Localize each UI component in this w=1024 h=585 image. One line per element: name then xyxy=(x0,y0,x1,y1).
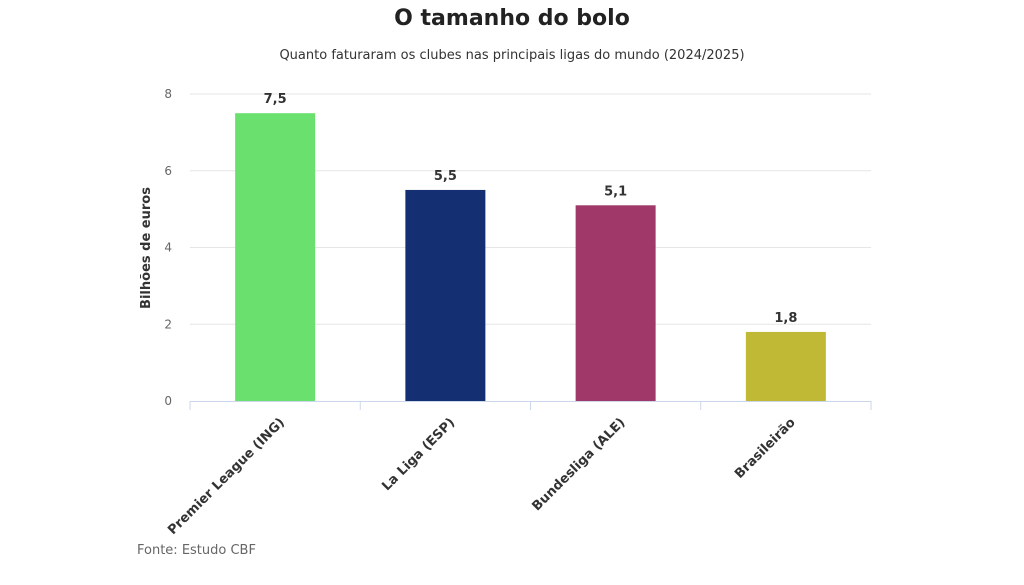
y-axis-ticks: 0 2 4 6 8 xyxy=(164,87,172,408)
bar xyxy=(405,189,486,401)
x-tick-label: Brasileirão xyxy=(732,415,799,482)
value-labels: 7,5 5,5 5,1 1,8 xyxy=(264,92,798,326)
source-note: Fonte: Estudo CBF xyxy=(137,543,256,558)
value-label: 7,5 xyxy=(264,92,287,107)
y-tick-label: 6 xyxy=(164,164,172,178)
value-label: 1,8 xyxy=(774,311,797,326)
x-tick-label: La Liga (ESP) xyxy=(379,415,458,494)
y-tick-label: 8 xyxy=(164,87,172,101)
bar xyxy=(745,331,826,401)
value-label: 5,1 xyxy=(604,184,627,199)
x-tick-label: Premier League (ING) xyxy=(165,415,288,538)
y-tick-label: 4 xyxy=(164,241,172,255)
y-tick-label: 0 xyxy=(164,394,172,408)
chart-subtitle: Quanto faturaram os clubes nas principai… xyxy=(279,48,745,63)
x-axis-labels: Premier League (ING) La Liga (ESP) Bundesl… xyxy=(165,415,799,538)
value-label: 5,5 xyxy=(434,169,457,184)
bar xyxy=(575,205,656,401)
y-axis-label: Bilhões de euros xyxy=(139,187,154,309)
x-axis xyxy=(189,401,872,410)
bar xyxy=(235,113,316,401)
x-tick-label: Bundesliga (ALE) xyxy=(530,415,629,514)
y-tick-label: 2 xyxy=(164,317,172,331)
bars xyxy=(235,113,826,401)
chart-title: O tamanho do bolo xyxy=(394,6,630,31)
